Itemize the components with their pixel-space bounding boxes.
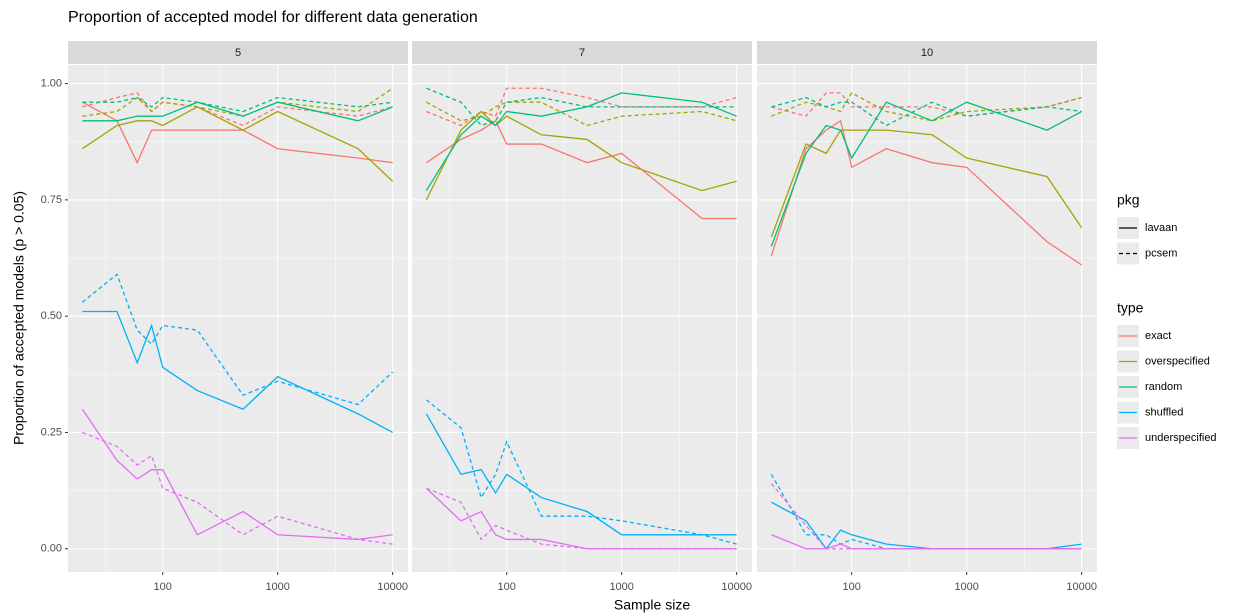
y-axis-title: Proportion of accepted models (p > 0.05) xyxy=(11,191,27,445)
strip-background xyxy=(68,41,408,64)
strip-label: 7 xyxy=(579,47,585,59)
series-line xyxy=(82,96,393,113)
strip-background xyxy=(412,41,752,64)
series-line xyxy=(426,101,737,127)
y-tick-label: 0.25 xyxy=(41,426,62,438)
series-line xyxy=(425,413,737,536)
strip-label: 5 xyxy=(235,47,241,59)
y-tick-label: 0.75 xyxy=(41,194,62,206)
y-tick-label: 0.50 xyxy=(41,310,62,322)
series-line xyxy=(82,87,394,117)
series-line xyxy=(425,399,737,545)
legend-label: pcsem xyxy=(1145,247,1177,259)
series-line xyxy=(426,87,737,127)
series-line xyxy=(425,92,737,191)
legend-label: random xyxy=(1145,381,1182,393)
series-line xyxy=(82,92,393,127)
x-tick-label: 100 xyxy=(843,581,861,593)
x-tick-label: 100 xyxy=(498,581,516,593)
series-line xyxy=(82,310,393,434)
series-line xyxy=(82,431,393,545)
y-tick-label: 0.00 xyxy=(41,543,62,555)
legend-title: pkg xyxy=(1117,192,1140,208)
series-line xyxy=(770,101,1082,247)
x-tick-label: 1000 xyxy=(265,581,289,593)
series-line xyxy=(81,408,393,541)
x-tick-label: 1000 xyxy=(954,581,978,593)
x-tick-label: 100 xyxy=(154,581,172,593)
x-tick-label: 1000 xyxy=(609,581,633,593)
legend-label: shuffled xyxy=(1145,406,1183,418)
x-axis-title: Sample size xyxy=(614,597,690,613)
panel-background xyxy=(412,65,752,572)
x-tick-label: 10000 xyxy=(721,581,752,593)
chart-title: Proportion of accepted model for differe… xyxy=(68,9,478,26)
series-line xyxy=(82,101,393,122)
panel-background xyxy=(757,65,1097,572)
series-line xyxy=(81,273,394,406)
series-line xyxy=(81,106,394,182)
x-tick-label: 10000 xyxy=(377,581,408,593)
series-line xyxy=(771,96,1082,127)
legend-label: underspecified xyxy=(1145,432,1217,444)
strip-label: 10 xyxy=(921,47,933,59)
legend-label: lavaan xyxy=(1145,222,1177,234)
series-line xyxy=(82,101,393,165)
series-line xyxy=(771,92,1082,122)
x-tick-label: 10000 xyxy=(1066,581,1097,593)
y-tick-label: 1.00 xyxy=(41,78,62,90)
series-line xyxy=(425,119,737,220)
legend-label: exact xyxy=(1145,330,1171,342)
series-line xyxy=(770,483,1082,550)
panel-background xyxy=(68,65,408,572)
series-line xyxy=(425,110,737,201)
series-line xyxy=(426,487,737,550)
legend-label: overspecified xyxy=(1145,355,1210,367)
strip-background xyxy=(757,41,1097,64)
legend-title: type xyxy=(1117,300,1144,316)
